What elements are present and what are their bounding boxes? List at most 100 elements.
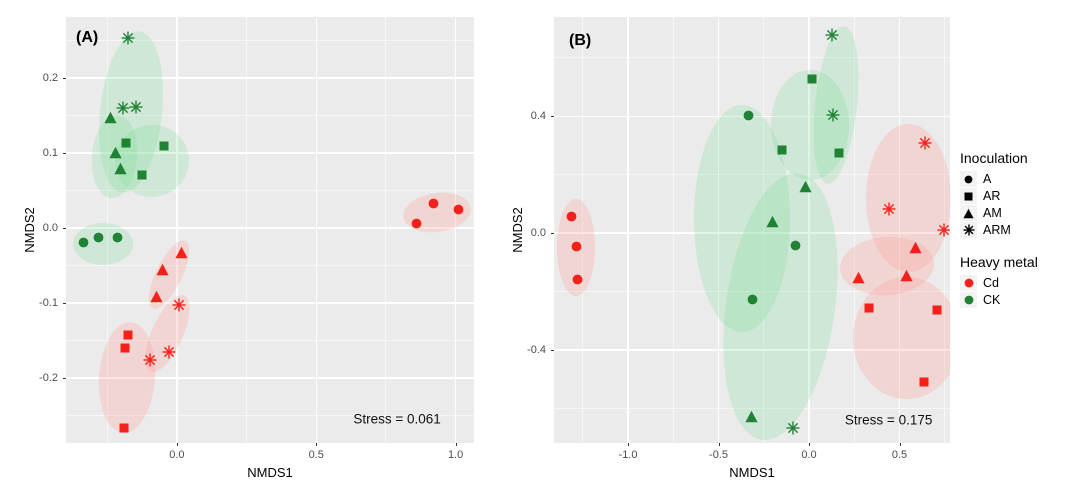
point-AR-CK [159, 141, 169, 151]
point-AR-CK [137, 170, 147, 180]
gridline-major-y [66, 302, 474, 304]
legend-item-AR: AR [960, 188, 1080, 204]
gridline-minor-x [853, 17, 855, 443]
x-tick-label: -0.5 [709, 449, 728, 461]
y-tick-mark [63, 77, 66, 79]
gridline-minor-y [66, 189, 474, 191]
x-axis-title: NMDS1 [247, 465, 293, 480]
point-ARM-CK [826, 108, 840, 122]
x-tick-label: -1.0 [618, 449, 638, 461]
y-tick-mark [63, 377, 66, 379]
legend-title-heavy-metal: Heavy metal [960, 254, 1038, 270]
point-ARM-CK [825, 28, 839, 42]
gridline-minor-x [106, 17, 108, 443]
stress-annotation: Stress = 0.175 [844, 412, 933, 428]
point-A-CK [112, 232, 123, 243]
point-A-CK [790, 240, 801, 251]
point-A-Cd [411, 218, 422, 229]
gridline-minor-y [66, 264, 474, 266]
y-tick-label: 0.1 [42, 146, 58, 159]
gridline-minor-x [763, 17, 765, 443]
x-tick-mark [718, 443, 720, 446]
x-tick-label: 0.0 [801, 449, 817, 461]
point-ARM-CK [786, 421, 800, 435]
point-AR-Cd [119, 423, 129, 433]
point-AR-CK [777, 145, 787, 155]
x-tick-mark [809, 443, 810, 446]
confidence-ellipse-CK [694, 104, 790, 333]
point-A-CK [743, 110, 754, 121]
gridline-major-y [66, 227, 474, 229]
gridline-minor-y [66, 114, 474, 116]
y-axis-title: NMDS2 [510, 207, 525, 253]
x-tick-mark [176, 443, 178, 446]
gridline-major-y [66, 377, 474, 379]
gridline-minor-y [554, 407, 950, 409]
point-AM-Cd [175, 246, 189, 259]
y-tick-label: -0.2 [39, 371, 58, 384]
legend-item-label: AR [983, 189, 1001, 203]
point-ARM-Cd [172, 298, 186, 312]
plot-area-B: (B) Stress = 0.175 [554, 17, 950, 443]
legend: Inoculation A AR AM ARM Heavy metal Cd CK [960, 150, 1080, 309]
x-axis-title: NMDS1 [729, 465, 775, 480]
y-tick-label: -0.4 [527, 343, 546, 356]
gridline-minor-y [554, 174, 950, 176]
gridline-major-x [808, 17, 810, 443]
triangle-icon [960, 205, 977, 221]
gridline-major-x [315, 17, 317, 443]
y-tick-mark [63, 152, 66, 154]
point-ARM-CK [129, 100, 143, 114]
point-AM-Cd [852, 271, 866, 284]
x-tick-mark [628, 443, 630, 446]
point-AM-CK [108, 146, 122, 159]
legend-item-A: A [960, 171, 1080, 187]
point-AR-Cd [123, 330, 133, 340]
gridline-major-y [554, 232, 950, 234]
x-tick-label: 0.5 [891, 449, 908, 461]
gridline-minor-y [66, 39, 474, 41]
gridline-major-x [454, 17, 457, 443]
stress-annotation: Stress = 0.061 [353, 411, 441, 427]
point-AM-Cd [149, 290, 163, 303]
gridline-major-y [554, 349, 950, 351]
point-A-Cd [572, 274, 583, 285]
legend-heavy-metal-items: Cd CK [960, 275, 1080, 308]
point-A-Cd [428, 198, 439, 209]
circle-icon [960, 292, 977, 308]
gridline-minor-x [672, 17, 674, 443]
point-AR-Cd [120, 343, 130, 353]
y-tick-mark [551, 349, 554, 351]
confidence-ellipse-Cd [866, 123, 950, 273]
gridline-minor-x [246, 17, 248, 443]
point-A-Cd [566, 211, 577, 222]
point-AR-Cd [864, 303, 874, 313]
point-AR-CK [834, 148, 844, 158]
y-tick-mark [551, 116, 554, 118]
y-tick-label: 0.0 [42, 221, 58, 234]
point-ARM-Cd [162, 345, 176, 359]
gridline-major-y [66, 152, 474, 154]
legend-item-AM: AM [960, 205, 1080, 221]
star-icon [960, 222, 977, 238]
circle-icon [960, 275, 977, 291]
legend-item-label: ARM [983, 223, 1011, 237]
point-ARM-Cd [937, 223, 950, 237]
legend-item-ARM: ARM [960, 222, 1080, 238]
point-ARM-Cd [143, 353, 157, 367]
gridline-major-x [176, 17, 178, 443]
gridline-minor-y [66, 414, 474, 416]
gridline-major-y [66, 77, 474, 79]
point-AM-CK [765, 215, 779, 228]
legend-inoculation-items: A AR AM ARM [960, 171, 1080, 238]
point-A-CK [93, 232, 104, 243]
gridline-minor-y [66, 339, 474, 341]
point-AM-CK [744, 410, 758, 423]
gridline-major-x [898, 17, 901, 443]
point-AR-CK [121, 138, 131, 148]
gridline-minor-y [554, 290, 950, 292]
y-tick-mark [63, 227, 66, 229]
point-A-CK [747, 294, 758, 305]
x-tick-label: 0.5 [308, 449, 324, 461]
